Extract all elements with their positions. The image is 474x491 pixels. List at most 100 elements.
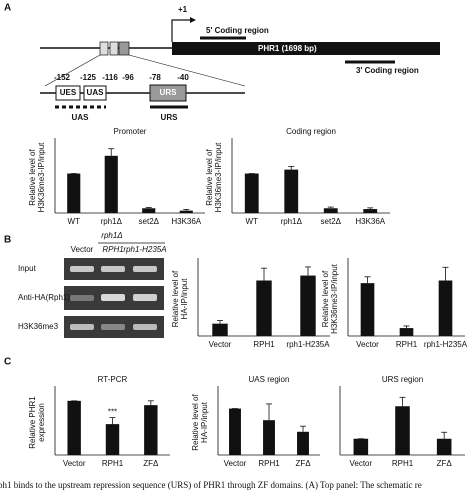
y-axis-label: expression bbox=[37, 403, 46, 442]
caption: ph1 binds to the upstream repression seq… bbox=[0, 480, 422, 490]
x-tick-label: rph1-H235A bbox=[424, 340, 468, 349]
y-axis-label: H3K36me3-IP/input bbox=[214, 142, 223, 213]
band bbox=[70, 295, 94, 301]
chart-title: UAS region bbox=[249, 375, 290, 384]
region-label: UAS bbox=[72, 113, 90, 122]
x-tick-label: Vector bbox=[349, 459, 372, 468]
x-tick-label: WT bbox=[246, 217, 259, 226]
bar bbox=[179, 210, 193, 213]
bar bbox=[395, 406, 410, 455]
panel-letter: B bbox=[4, 235, 11, 246]
error-bar bbox=[441, 431, 448, 439]
band bbox=[133, 266, 157, 272]
position: -78 bbox=[149, 73, 161, 82]
strain-label: rph1Δ bbox=[101, 231, 122, 240]
box-label: URS bbox=[160, 88, 178, 97]
error-bar bbox=[108, 148, 115, 156]
band bbox=[70, 324, 94, 330]
y-axis-label: Relative level of bbox=[205, 148, 214, 205]
y-axis-label: Relative level of bbox=[191, 393, 200, 450]
x-tick-label: ZFΔ bbox=[143, 459, 159, 468]
y-axis-label: HA-IP/input bbox=[200, 401, 209, 443]
error-bar bbox=[183, 209, 190, 211]
bar bbox=[436, 438, 452, 455]
band bbox=[101, 324, 125, 330]
band bbox=[133, 294, 157, 301]
lane-label: rph1-H235A bbox=[123, 245, 166, 254]
position: -125 bbox=[80, 73, 97, 82]
bar bbox=[438, 280, 453, 336]
element-box bbox=[118, 41, 130, 56]
y-axis-label: Relative level of bbox=[321, 270, 330, 327]
zoom-line bbox=[128, 54, 246, 87]
bar bbox=[67, 400, 81, 455]
tss-label: +1 bbox=[178, 5, 188, 14]
position: -152 bbox=[54, 73, 71, 82]
band bbox=[101, 266, 125, 272]
x-tick-label: RPH1 bbox=[258, 459, 280, 468]
panel-letter: C bbox=[4, 357, 11, 368]
bar bbox=[229, 408, 241, 455]
band bbox=[133, 324, 157, 330]
error-bar bbox=[367, 207, 374, 210]
bar bbox=[263, 420, 275, 455]
uas-box bbox=[83, 85, 107, 101]
y-axis-label: H3K36me3-IP/input bbox=[330, 263, 339, 334]
x-tick-label: WT bbox=[68, 217, 81, 226]
position: -96 bbox=[122, 73, 134, 82]
bar bbox=[212, 323, 228, 336]
error-bar bbox=[217, 320, 223, 324]
row-label: H3K36me3 bbox=[18, 322, 59, 331]
x-tick-label: H3K36A bbox=[355, 217, 385, 226]
bar bbox=[144, 405, 158, 455]
position: -116 bbox=[102, 73, 118, 82]
error-bar bbox=[364, 276, 371, 284]
bar bbox=[256, 280, 272, 336]
bar bbox=[360, 283, 375, 336]
x-tick-label: rph1Δ bbox=[281, 217, 303, 226]
box-label: UAS bbox=[87, 88, 105, 97]
significance: *** bbox=[108, 408, 117, 417]
zoom-line bbox=[44, 54, 101, 87]
error-bar bbox=[147, 400, 154, 406]
bar bbox=[353, 438, 369, 455]
x-tick-label: Vector bbox=[224, 459, 247, 468]
lane-label: RPH1 bbox=[102, 245, 123, 254]
chart-title: URS region bbox=[382, 375, 423, 384]
x-tick-label: set2Δ bbox=[139, 217, 160, 226]
error-bar bbox=[109, 417, 116, 425]
bar bbox=[300, 275, 316, 336]
error-bar bbox=[442, 266, 449, 281]
lane-label: Vector bbox=[71, 245, 94, 254]
error-bar bbox=[327, 206, 334, 209]
y-axis-label: Relative level of bbox=[171, 270, 180, 327]
region-label: URS bbox=[161, 113, 179, 122]
band bbox=[101, 294, 125, 301]
element-box bbox=[109, 41, 119, 56]
chart-title: Coding region bbox=[286, 127, 336, 136]
chart-title: RT-PCR bbox=[98, 375, 128, 384]
error-bar bbox=[300, 425, 306, 432]
coding3-label: 3' Coding region bbox=[356, 66, 419, 75]
x-tick-label: ZFΔ bbox=[437, 459, 453, 468]
row-label: Input bbox=[18, 264, 37, 273]
box-label: UES bbox=[60, 88, 77, 97]
bar bbox=[284, 169, 299, 213]
element-box bbox=[99, 41, 109, 56]
coding5-label: 5' Coding region bbox=[206, 26, 269, 35]
x-tick-label: rph1Δ bbox=[101, 217, 123, 226]
bar bbox=[104, 155, 118, 213]
bar bbox=[244, 173, 259, 213]
bar bbox=[363, 209, 378, 213]
chart-title: Promoter bbox=[114, 127, 147, 136]
panel-letter: A bbox=[4, 3, 11, 14]
x-tick-label: RPH1 bbox=[102, 459, 124, 468]
error-bar bbox=[403, 325, 410, 329]
error-bar bbox=[266, 403, 272, 421]
x-tick-label: Vector bbox=[356, 340, 379, 349]
x-tick-label: ZFΔ bbox=[295, 459, 311, 468]
arrow-head bbox=[190, 17, 196, 23]
x-tick-label: Vector bbox=[63, 459, 86, 468]
error-bar bbox=[399, 396, 406, 407]
